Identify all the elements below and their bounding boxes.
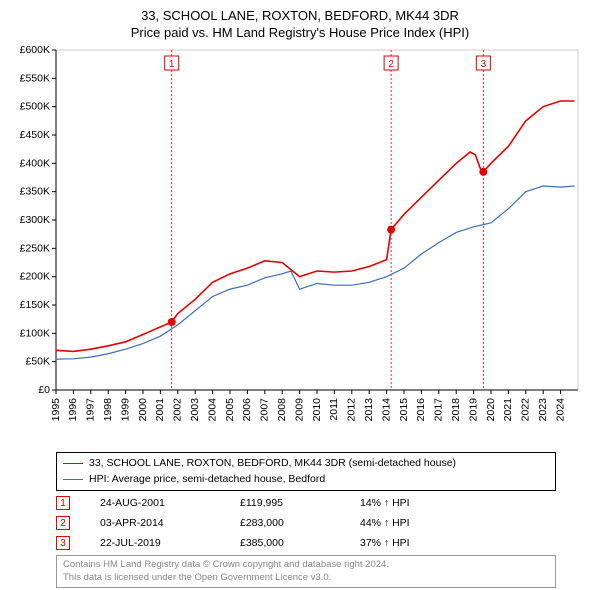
legend-label-series2: HPI: Average price, semi-detached house,… — [89, 472, 325, 488]
legend-box: 33, SCHOOL LANE, ROXTON, BEDFORD, MK44 3… — [56, 452, 556, 492]
svg-text:1999: 1999 — [119, 398, 131, 422]
chart-title-line1: 33, SCHOOL LANE, ROXTON, BEDFORD, MK44 3… — [12, 8, 588, 25]
svg-text:£0: £0 — [38, 384, 50, 396]
svg-text:2012: 2012 — [346, 398, 358, 422]
svg-text:1996: 1996 — [67, 398, 79, 422]
copyright-line1: Contains HM Land Registry data © Crown c… — [63, 559, 549, 571]
legend-swatch-series1 — [63, 463, 83, 464]
svg-text:2000: 2000 — [137, 398, 149, 422]
svg-text:2009: 2009 — [293, 398, 305, 422]
svg-text:£550K: £550K — [20, 72, 50, 84]
svg-text:1997: 1997 — [85, 398, 97, 422]
svg-text:£150K: £150K — [20, 299, 50, 311]
event-price: £385,000 — [240, 537, 360, 549]
svg-text:£250K: £250K — [20, 242, 50, 254]
svg-text:£450K: £450K — [20, 129, 50, 141]
svg-text:2010: 2010 — [311, 398, 323, 422]
chart-svg: £0 £50K £100K £150K £200K £250K £300K £350K £400… — [12, 46, 588, 446]
svg-text:2003: 2003 — [189, 398, 201, 422]
svg-text:£50K: £50K — [25, 355, 50, 367]
svg-text:£500K: £500K — [20, 100, 50, 112]
svg-text:£200K: £200K — [20, 270, 50, 282]
event-row: 1 24-AUG-2001£119,99514% ↑ HPI — [56, 495, 588, 511]
event-delta: 37% ↑ HPI — [360, 537, 410, 549]
svg-text:2006: 2006 — [241, 398, 253, 422]
event-delta: 44% ↑ HPI — [360, 517, 410, 529]
event-row: 2 03-APR-2014£283,00044% ↑ HPI — [56, 515, 588, 531]
legend-swatch-series2 — [63, 479, 83, 480]
svg-text:2002: 2002 — [172, 398, 184, 422]
legend-row: 33, SCHOOL LANE, ROXTON, BEDFORD, MK44 3… — [63, 456, 549, 472]
chart-title-block: 33, SCHOOL LANE, ROXTON, BEDFORD, MK44 3… — [12, 8, 588, 42]
svg-text:2018: 2018 — [450, 398, 462, 422]
svg-text:2019: 2019 — [467, 398, 479, 422]
events-block: 1 24-AUG-2001£119,99514% ↑ HPI 2 03-APR-201… — [56, 495, 588, 551]
svg-text:£400K: £400K — [20, 157, 50, 169]
event-marker-icon: 2 — [56, 516, 70, 530]
chart-plot-area: £0 £50K £100K £150K £200K £250K £300K £350K £400… — [12, 46, 588, 446]
event-price: £119,995 — [240, 497, 360, 509]
event-row: 3 22-JUL-2019£385,00037% ↑ HPI — [56, 535, 588, 551]
svg-text:1995: 1995 — [50, 398, 62, 422]
svg-text:2007: 2007 — [259, 398, 271, 422]
svg-text:1: 1 — [169, 59, 175, 70]
svg-text:2015: 2015 — [398, 398, 410, 422]
event-date: 24-AUG-2001 — [100, 497, 240, 509]
chart-title-line2: Price paid vs. HM Land Registry's House … — [12, 25, 588, 42]
svg-text:£350K: £350K — [20, 185, 50, 197]
copyright-box: Contains HM Land Registry data © Crown c… — [56, 555, 556, 588]
event-price: £283,000 — [240, 517, 360, 529]
legend-label-series1: 33, SCHOOL LANE, ROXTON, BEDFORD, MK44 3… — [89, 456, 456, 472]
event-date: 03-APR-2014 — [100, 517, 240, 529]
svg-text:2020: 2020 — [485, 398, 497, 422]
svg-text:£100K: £100K — [20, 327, 50, 339]
svg-text:1998: 1998 — [102, 398, 114, 422]
svg-text:2021: 2021 — [502, 398, 514, 422]
svg-text:2004: 2004 — [206, 398, 218, 422]
svg-text:£300K: £300K — [20, 214, 50, 226]
svg-text:2024: 2024 — [554, 398, 566, 422]
svg-text:2008: 2008 — [276, 398, 288, 422]
svg-text:2014: 2014 — [380, 398, 392, 422]
svg-text:2023: 2023 — [537, 398, 549, 422]
svg-text:2016: 2016 — [415, 398, 427, 422]
svg-text:3: 3 — [481, 59, 487, 70]
svg-text:2: 2 — [388, 59, 394, 70]
svg-text:2017: 2017 — [433, 398, 445, 422]
svg-text:2011: 2011 — [328, 398, 340, 421]
svg-text:2022: 2022 — [520, 398, 532, 422]
svg-text:2013: 2013 — [363, 398, 375, 422]
event-delta: 14% ↑ HPI — [360, 497, 410, 509]
chart-container: 33, SCHOOL LANE, ROXTON, BEDFORD, MK44 3… — [0, 0, 600, 590]
legend-row: HPI: Average price, semi-detached house,… — [63, 472, 549, 488]
svg-text:2001: 2001 — [154, 398, 166, 422]
copyright-line2: This data is licensed under the Open Gov… — [63, 572, 549, 584]
svg-text:£600K: £600K — [20, 46, 50, 56]
event-date: 22-JUL-2019 — [100, 537, 240, 549]
event-marker-icon: 3 — [56, 536, 70, 550]
svg-text:2005: 2005 — [224, 398, 236, 422]
event-marker-icon: 1 — [56, 496, 70, 510]
